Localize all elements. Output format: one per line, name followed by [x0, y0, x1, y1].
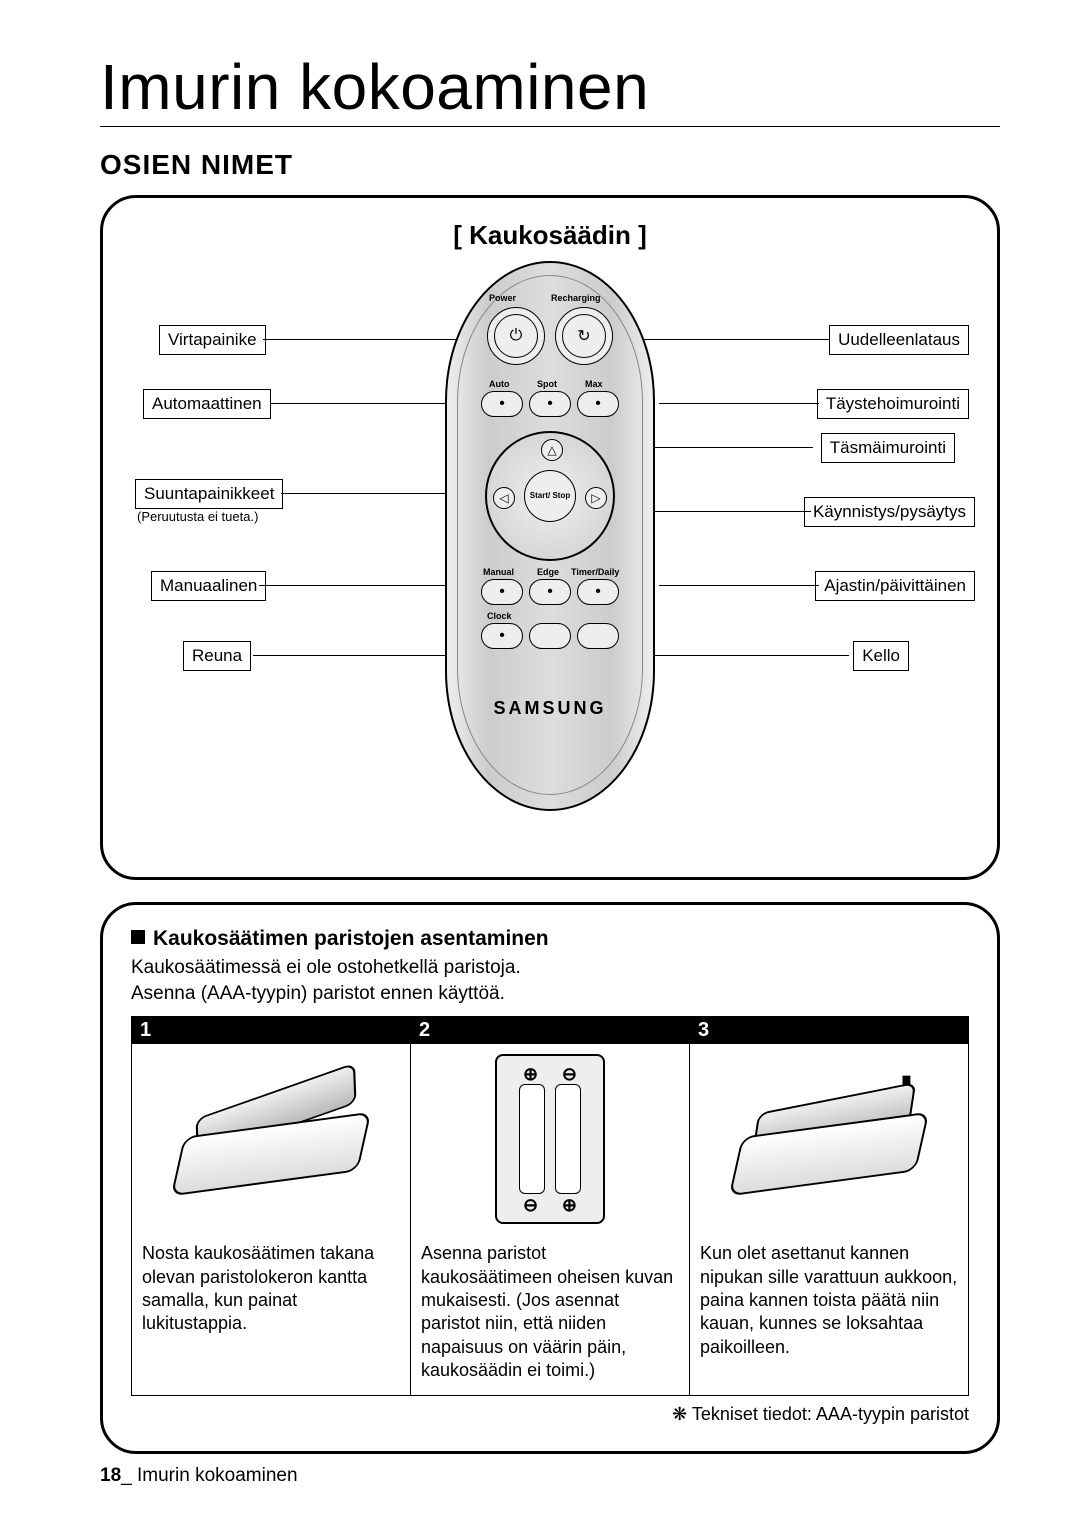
step-3-text: Kun olet asettanut kannen nipukan sille …: [690, 1234, 968, 1371]
timer-button: •: [577, 579, 619, 605]
label-manual: Manuaalinen: [151, 571, 266, 601]
step-1-text: Nosta kaukosäätimen takana olevan parist…: [132, 1234, 410, 1348]
label-power: Virtapainike: [159, 325, 266, 355]
step-2-text: Asenna paristot kaukosäätimeen oheisen k…: [411, 1234, 689, 1394]
label-spot: Täsmäimurointi: [821, 433, 955, 463]
auto-button: •: [481, 391, 523, 417]
manual-button: •: [481, 579, 523, 605]
remote-diagram: Virtapainike Automaattinen Suuntapainikk…: [131, 261, 969, 851]
step-3-illustration: ⬇: [690, 1044, 968, 1234]
dpad: △ ◁ ▷ Start/ Stop: [485, 431, 615, 561]
step-3: 3 ⬇ Kun olet asettanut kannen nipukan si…: [690, 1017, 968, 1394]
step-2-illustration: ⊕ ⊖ ⊖ ⊕: [411, 1044, 689, 1234]
power-icon: ⏻: [494, 314, 538, 358]
label-direction: Suuntapainikkeet: [135, 479, 283, 509]
recharge-icon: ↻: [562, 314, 606, 358]
label-clock: Kello: [853, 641, 909, 671]
label-timer: Ajastin/päivittäinen: [815, 571, 975, 601]
btn-label-max: Max: [585, 379, 603, 389]
btn-label-recharging: Recharging: [551, 293, 601, 303]
steps-row: 1 Nosta kaukosäätimen takana olevan pari…: [131, 1016, 969, 1395]
step-1-num: 1: [132, 1017, 410, 1044]
btn-label-spot: Spot: [537, 379, 557, 389]
btn-label-manual: Manual: [483, 567, 514, 577]
blank-button-1: [529, 623, 571, 649]
page-title: Imurin kokoaminen: [100, 50, 1000, 127]
btn-label-edge: Edge: [537, 567, 559, 577]
step-1-illustration: [132, 1044, 410, 1234]
battery-panel: Kaukosäätimen paristojen asentaminen Kau…: [100, 902, 1000, 1454]
battery-intro: Kaukosäätimessä ei ole ostohetkellä pari…: [131, 955, 969, 1006]
max-button: •: [577, 391, 619, 417]
remote-panel: [ Kaukosäädin ] Virtapainike Automaattin…: [100, 195, 1000, 880]
btn-label-auto: Auto: [489, 379, 510, 389]
remote-panel-title: [ Kaukosäädin ]: [131, 220, 969, 251]
remote-body: Power ⏻ Recharging ↻ Auto •: [445, 261, 655, 811]
label-direction-note: (Peruutusta ei tueta.): [137, 509, 258, 524]
label-auto: Automaattinen: [143, 389, 271, 419]
clock-button: •: [481, 623, 523, 649]
step-2-num: 2: [411, 1017, 689, 1044]
label-recharge: Uudelleenlataus: [829, 325, 969, 355]
btn-label-power: Power: [489, 293, 516, 303]
label-edge: Reuna: [183, 641, 251, 671]
section-heading: OSIEN NIMET: [100, 149, 1000, 181]
btn-label-timer: Timer/Daily: [571, 567, 619, 577]
dpad-right: ▷: [585, 487, 607, 509]
dpad-left: ◁: [493, 487, 515, 509]
recharge-button: ↻: [555, 307, 613, 365]
dpad-up: △: [541, 439, 563, 461]
power-button: ⏻: [487, 307, 545, 365]
step-2: 2 ⊕ ⊖ ⊖ ⊕ Asenna paristot kaukosäätimeen…: [411, 1017, 690, 1394]
square-bullet-icon: [131, 930, 145, 944]
battery-heading: Kaukosäätimen paristojen asentaminen: [131, 927, 969, 951]
step-3-num: 3: [690, 1017, 968, 1044]
start-stop-button: Start/ Stop: [524, 470, 576, 522]
page-footer: 18_ Imurin kokoaminen: [100, 1465, 298, 1487]
btn-label-clock: Clock: [487, 611, 512, 621]
spec-note: ❋ Tekniset tiedot: AAA-tyypin paristot: [131, 1404, 969, 1425]
spot-button: •: [529, 391, 571, 417]
step-1: 1 Nosta kaukosäätimen takana olevan pari…: [132, 1017, 411, 1394]
brand-logo: SAMSUNG: [447, 698, 653, 719]
edge-button: •: [529, 579, 571, 605]
label-startstop: Käynnistys/pysäytys: [804, 497, 975, 527]
label-max: Täystehoimurointi: [817, 389, 969, 419]
blank-button-2: [577, 623, 619, 649]
